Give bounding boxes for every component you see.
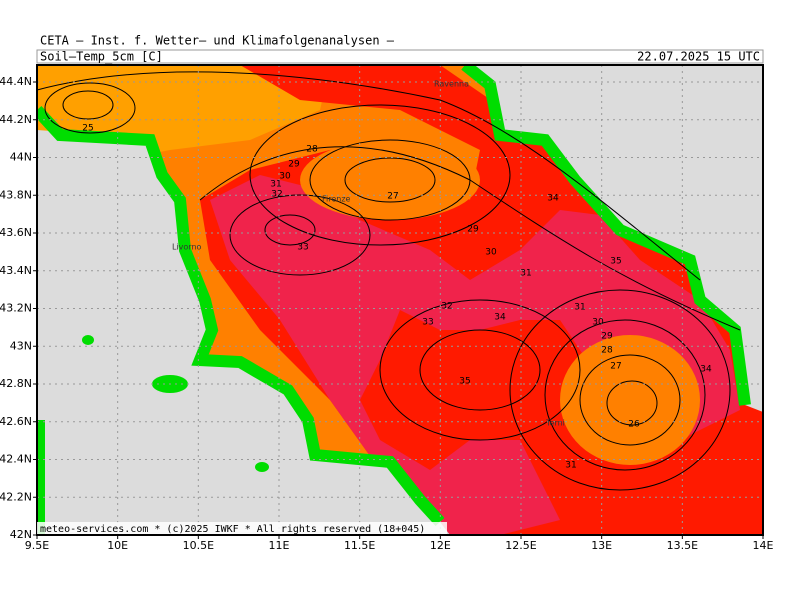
- contour-label: 27: [387, 192, 398, 202]
- contour-label: 33: [297, 243, 308, 253]
- valid-time: 22.07.2025 15 UTC: [637, 50, 760, 64]
- map-frame: [36, 64, 764, 536]
- city-label: Terni: [545, 419, 565, 428]
- coast-east: [461, 65, 751, 406]
- x-tick-label: 11E: [269, 539, 290, 552]
- contour-label: 29: [467, 225, 479, 235]
- x-tick-label: 11.5E: [344, 539, 375, 552]
- x-tick-label: 12E: [430, 539, 451, 552]
- contour-label: 31: [565, 461, 576, 471]
- y-tick-label: 43.8N: [0, 188, 32, 201]
- contour-label: 32: [441, 302, 452, 312]
- x-tick-label: 10E: [107, 539, 128, 552]
- header-box: [36, 49, 764, 64]
- field-title: Soil–Temp_5cm [C]: [40, 50, 163, 64]
- y-tick-label: 43.6N: [0, 226, 32, 239]
- contour-label: 31: [270, 180, 281, 190]
- contour-label: 30: [485, 248, 497, 258]
- footer: meteo-services.com * (c)2025 IWKF * All …: [40, 524, 425, 535]
- contour-label: 26: [628, 420, 640, 430]
- x-tick-label: 10.5E: [183, 539, 214, 552]
- map-area: [37, 65, 763, 535]
- y-tick-label: 42.8N: [0, 377, 32, 390]
- y-tick-label: 44.2N: [0, 113, 32, 126]
- city-label: Firenze: [322, 195, 351, 204]
- sea-west: [37, 130, 450, 535]
- sea-east: [465, 65, 763, 412]
- y-tick-label: 43.4N: [0, 264, 32, 277]
- y-tick-label: 42N: [10, 528, 32, 541]
- x-tick-label: 12.5E: [505, 539, 536, 552]
- field-orange-north: [300, 140, 480, 220]
- y-tick-label: 44.4N: [0, 75, 32, 88]
- island-corsica: [37, 420, 45, 535]
- x-tick-label: 9.5E: [25, 539, 49, 552]
- contour-label: 31: [574, 303, 585, 313]
- city-label: Ravenna: [434, 80, 469, 89]
- contour-label: 29: [288, 160, 300, 170]
- contours: [37, 71, 741, 491]
- y-tick-label: 43.2N: [0, 302, 32, 315]
- island: [255, 462, 269, 472]
- island: [82, 335, 94, 345]
- contour-label: 30: [592, 318, 604, 328]
- contour-label: 32: [271, 190, 282, 200]
- coast-west: [37, 105, 445, 527]
- contour-label: 25: [82, 124, 93, 134]
- graticule: [37, 65, 763, 535]
- contour-label: 34: [700, 365, 712, 375]
- x-tick-label: 13.5E: [667, 539, 698, 552]
- contour-label: 30: [279, 172, 291, 182]
- city-label: Livorno: [172, 243, 202, 252]
- y-tick-label: 43N: [10, 339, 32, 352]
- contour-label: 33: [422, 318, 433, 328]
- x-tick-label: 13E: [591, 539, 612, 552]
- y-tick-label: 44N: [10, 151, 32, 164]
- contour-label: 28: [601, 346, 613, 356]
- contour-label: 27: [610, 362, 621, 372]
- y-tick-label: 42.2N: [0, 490, 32, 503]
- contour-label: 34: [494, 313, 506, 323]
- y-tick-label: 42.4N: [0, 453, 32, 466]
- contour-label: 35: [459, 377, 470, 387]
- contour-label: 28: [306, 145, 318, 155]
- contour-label: 34: [547, 194, 559, 204]
- contour-label: 31: [520, 269, 531, 279]
- y-tick-label: 42.6N: [0, 415, 32, 428]
- footer-box: [37, 522, 447, 534]
- contour-label: 29: [601, 332, 613, 342]
- field-crimson: [210, 175, 740, 535]
- contour-label: 35: [610, 257, 621, 267]
- source-title: CETA – Inst. f. Wetter– und Klimafolgena…: [40, 34, 395, 48]
- x-tick-label: 14E: [753, 539, 774, 552]
